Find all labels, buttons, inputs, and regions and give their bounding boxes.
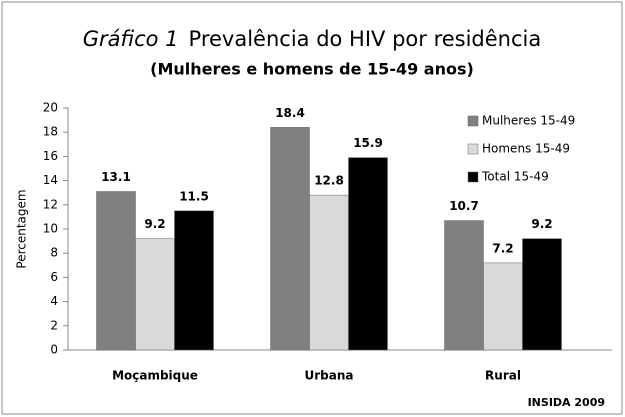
data-label: 12.8 [314, 174, 344, 188]
y-tick-label: 6 [50, 270, 58, 284]
y-tick-label: 14 [43, 173, 58, 187]
bar [174, 210, 214, 351]
x-tick-label: Moçambique [112, 369, 198, 383]
bar [444, 220, 484, 351]
y-tick-label: 8 [50, 246, 58, 260]
legend-swatch [467, 115, 479, 127]
y-tick-label: 4 [50, 294, 58, 308]
legend-swatch [467, 143, 479, 155]
data-label: 15.9 [353, 136, 383, 150]
title-text: Prevalência do HIV por residência [189, 27, 542, 51]
y-axis-label: Percentagem [15, 189, 29, 268]
y-tick-label: 10 [43, 222, 58, 236]
y-tick-label: 2 [50, 318, 58, 332]
data-label: 9.2 [144, 217, 165, 231]
legend-label: Mulheres 15-49 [482, 114, 575, 128]
x-tick-label: Rural [485, 369, 521, 383]
bar [135, 238, 175, 351]
bar [483, 262, 523, 351]
chart-subtitle: (Mulheres e homens de 15-49 anos) [150, 60, 474, 79]
bar [309, 194, 349, 351]
data-label: 11.5 [179, 189, 209, 203]
legend-swatch [467, 171, 479, 183]
chart-title: Gráfico 1 Prevalência do HIV por residênc… [83, 27, 542, 51]
y-tick-label: 16 [43, 149, 58, 163]
bar [522, 238, 562, 351]
data-label: 13.1 [101, 170, 131, 184]
data-label: 9.2 [531, 217, 552, 231]
data-label: 7.2 [492, 241, 513, 255]
data-label: 18.4 [275, 106, 305, 120]
x-tick-label: Urbana [305, 369, 354, 383]
source: INSIDA 2009 [528, 396, 605, 409]
y-tick-label: 20 [43, 101, 58, 115]
title-label: Gráfico 1 [83, 27, 179, 51]
legend-label: Total 15-49 [481, 170, 549, 184]
data-label: 10.7 [449, 199, 479, 213]
legend-label: Homens 15-49 [482, 142, 570, 156]
y-tick-label: 12 [43, 197, 58, 211]
y-tick-label: 0 [50, 343, 58, 357]
y-tick-label: 18 [43, 125, 58, 139]
bar [348, 157, 388, 351]
bar [270, 127, 310, 351]
bar [96, 191, 136, 351]
